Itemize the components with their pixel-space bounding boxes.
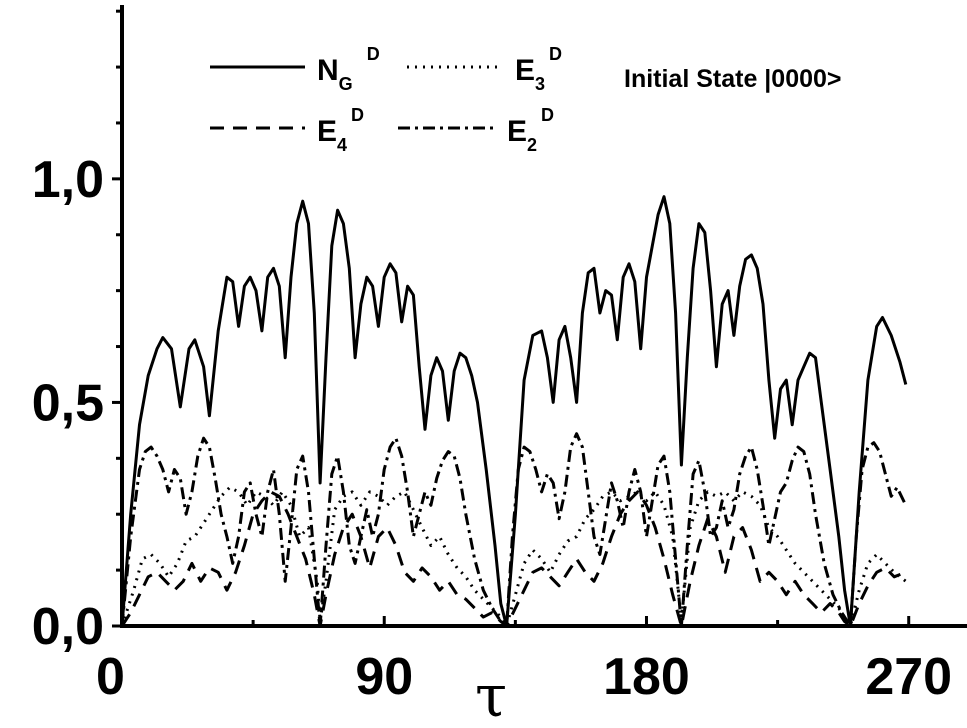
series-line-4 [120,432,908,628]
y-tick-label: 0,0 [32,598,104,656]
y-tick-label: 1,0 [32,151,104,209]
x-tick-label: 90 [355,648,413,706]
x-tick-label: 0 [96,648,125,706]
legend-label-e3: E [515,54,535,87]
y-tick-label: 0,5 [32,374,104,432]
legend-label-e4: E [317,115,337,148]
svg-text:E3D: E3D [515,44,562,94]
x-ticks: 0 90 180 270 [96,616,952,706]
x-tick-label: 270 [865,648,952,706]
y-ticks: 0,0 0,5 1,0 [32,9,122,656]
x-axis-label: τ [475,662,507,728]
initial-state-annotation: Initial State |0000> [624,65,842,93]
legend-sup-e4: D [351,105,364,125]
series-line-1 [120,195,908,628]
legend-sub-n-g: G [339,74,353,94]
svg-text:NGD: NGD [317,44,380,94]
series-line-2 [120,485,907,628]
legend-sub-e3: 3 [535,74,545,94]
legend-sub-e4: 4 [337,135,347,155]
legend-sub-e2: 2 [527,135,537,155]
legend-sup-n-g: D [367,44,380,64]
legend: NGD E3D E4D E2D [210,44,562,155]
svg-text:E4D: E4D [317,105,364,155]
legend-label-n-g: N [317,54,339,87]
legend-sup-e3: D [549,44,562,64]
legend-sup-e2: D [541,105,554,125]
legend-label-e2: E [507,115,527,148]
x-tick-label: 180 [603,648,690,706]
svg-text:E2D: E2D [507,105,554,155]
series-layer [120,195,908,628]
series-line-3 [120,490,907,628]
